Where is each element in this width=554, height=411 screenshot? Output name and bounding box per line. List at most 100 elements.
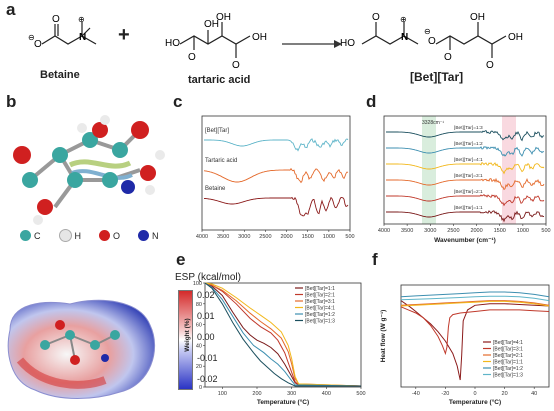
series-label: [Bet][Tar]=1:2: [454, 141, 483, 147]
chart-e: 100 200 300 400 500 0 20 40 60 80 100 Temperature (…: [184, 281, 366, 406]
x-tick-label: -20: [441, 391, 449, 397]
esp-colorbar: [178, 290, 193, 390]
legend-label: [Bet][Tar]=1:3: [305, 319, 335, 325]
ir-series-line: [386, 146, 545, 157]
ir-series-line: [386, 193, 545, 207]
plot-frame: [383, 115, 547, 225]
svg-text:OH: OH: [216, 12, 231, 23]
x-tick-label: 2500: [259, 234, 271, 240]
betaine-structure: [41, 22, 97, 45]
svg-text:O: O: [372, 12, 380, 23]
svg-text:HO: HO: [165, 38, 180, 49]
y-tick-label: 80: [196, 302, 202, 308]
series-line: [400, 300, 550, 381]
plot-frame: [201, 115, 351, 231]
carbon-atom-icon: [20, 230, 31, 241]
x-tick-label: 2500: [447, 228, 459, 234]
reactant2-label: tartaric acid: [188, 74, 251, 86]
x-tick-label: 3500: [401, 228, 413, 234]
panel-label-f: f: [372, 250, 378, 269]
series-label: [Bet][Tar]=4:1: [454, 157, 483, 163]
esp-title: ESP (kcal/mol): [175, 272, 241, 283]
chart-c: 4000 3500 3000 2500 2000 1500 1000 500 [Bet][Tar…: [196, 115, 355, 240]
svg-text:O: O: [444, 52, 452, 63]
svg-text:O: O: [34, 39, 42, 50]
series-label: Betaine: [205, 186, 226, 192]
panel-label-d: d: [366, 92, 377, 111]
svg-text:N: N: [79, 32, 86, 43]
panel-label-e: e: [176, 250, 186, 269]
svg-text:O: O: [486, 60, 494, 71]
series-label: [Bet][Tar]: [205, 128, 229, 134]
atom-legend: C H O N: [20, 229, 159, 242]
x-tick-label: 4000: [196, 234, 208, 240]
series-line: [400, 295, 550, 302]
esp-map: [7, 299, 155, 399]
esp-tick: 0.01: [197, 311, 215, 321]
x-tick-label: 400: [322, 391, 331, 397]
series-label: [Bet][Tar]=3:1: [454, 173, 483, 179]
legend-label: [Bet][Tar]=3:1: [305, 299, 335, 305]
legend-label: [Bet][Tar]=1:2: [305, 312, 335, 318]
svg-text:O: O: [52, 14, 60, 25]
ir-series-line: [204, 138, 349, 152]
x-tick-label: 3000: [424, 228, 436, 234]
x-tick-label: 3500: [217, 234, 229, 240]
reactant1-label: Betaine: [40, 69, 80, 81]
hydrogen-atom-icon: [58, 229, 72, 242]
chart-f: -40 -20 0 20 40 Temperature (°C) Heat flow (W …: [380, 284, 550, 406]
x-tick-label: 300: [287, 391, 296, 397]
legend-label: [Bet][Tar]=4:1: [493, 340, 523, 346]
x-tick-label: 4000: [378, 228, 390, 234]
esp-tick: 0.00: [197, 332, 215, 342]
ir-series-line: [386, 177, 545, 191]
esp-tick: 0.02: [197, 290, 215, 300]
x-tick-label: 1000: [517, 228, 529, 234]
x-tick-label: 40: [531, 391, 537, 397]
series-line: [204, 282, 362, 387]
series-line: [204, 282, 362, 387]
panel-label-c: c: [173, 92, 183, 111]
series-line: [204, 282, 361, 387]
ir-series-line: [386, 161, 545, 175]
highlight-band-co: [502, 116, 516, 224]
x-axis-label: Wavenumber (cm⁻¹): [434, 237, 496, 244]
svg-text:OH: OH: [252, 32, 267, 43]
y-axis-label: Weight (%): [184, 318, 191, 351]
legend-atom-o: O: [99, 230, 120, 241]
series-label: Tartaric acid: [205, 158, 237, 164]
x-tick-label: 500: [356, 391, 365, 397]
series-label: [Bet][Tar]=1:1: [454, 205, 483, 211]
svg-text:⊖: ⊖: [28, 33, 35, 42]
esp-tick: -0.02: [197, 374, 218, 384]
svg-text:⊖: ⊖: [424, 27, 431, 36]
svg-text:OH: OH: [204, 19, 219, 30]
reaction-scheme: O ⊖ O N ⊕ HO OH OH OH O O HO O N ⊕ O ⊖ O…: [28, 12, 523, 71]
legend-label: [Bet][Tar]=4:1: [305, 306, 335, 312]
svg-text:OH: OH: [508, 32, 523, 43]
x-tick-label: 20: [502, 391, 508, 397]
legend-atom-n: N: [138, 230, 159, 241]
x-tick-label: 500: [541, 228, 550, 234]
x-tick-label: 1000: [323, 234, 335, 240]
nitrogen-atom-icon: [138, 230, 150, 241]
esp-tick: -0.01: [197, 353, 218, 363]
series-label: [Bet][Tar]=2:1: [454, 189, 483, 195]
y-axis-label: Heat flow (W g⁻¹): [380, 310, 387, 363]
x-tick-label: 1500: [494, 228, 506, 234]
legend-atom-c: C: [20, 230, 41, 241]
molecule-model: [13, 115, 165, 225]
svg-text:O: O: [188, 52, 196, 63]
ir-series-line: [386, 130, 545, 142]
highlight-band-oh: [422, 116, 436, 224]
series-label: [Bet][Tar]=1:3: [454, 125, 483, 131]
oxygen-atom-icon: [99, 230, 110, 241]
legend-label: [Bet][Tar]=2:1: [305, 293, 335, 299]
y-tick-label: 40: [196, 343, 202, 349]
svg-text:⊕: ⊕: [78, 15, 85, 24]
x-axis-label: Temperature (°C): [257, 398, 309, 406]
x-tick-label: 0: [473, 391, 476, 397]
svg-text:HO: HO: [340, 38, 355, 49]
x-tick-label: 2000: [280, 234, 292, 240]
plot-frame: [400, 284, 550, 388]
